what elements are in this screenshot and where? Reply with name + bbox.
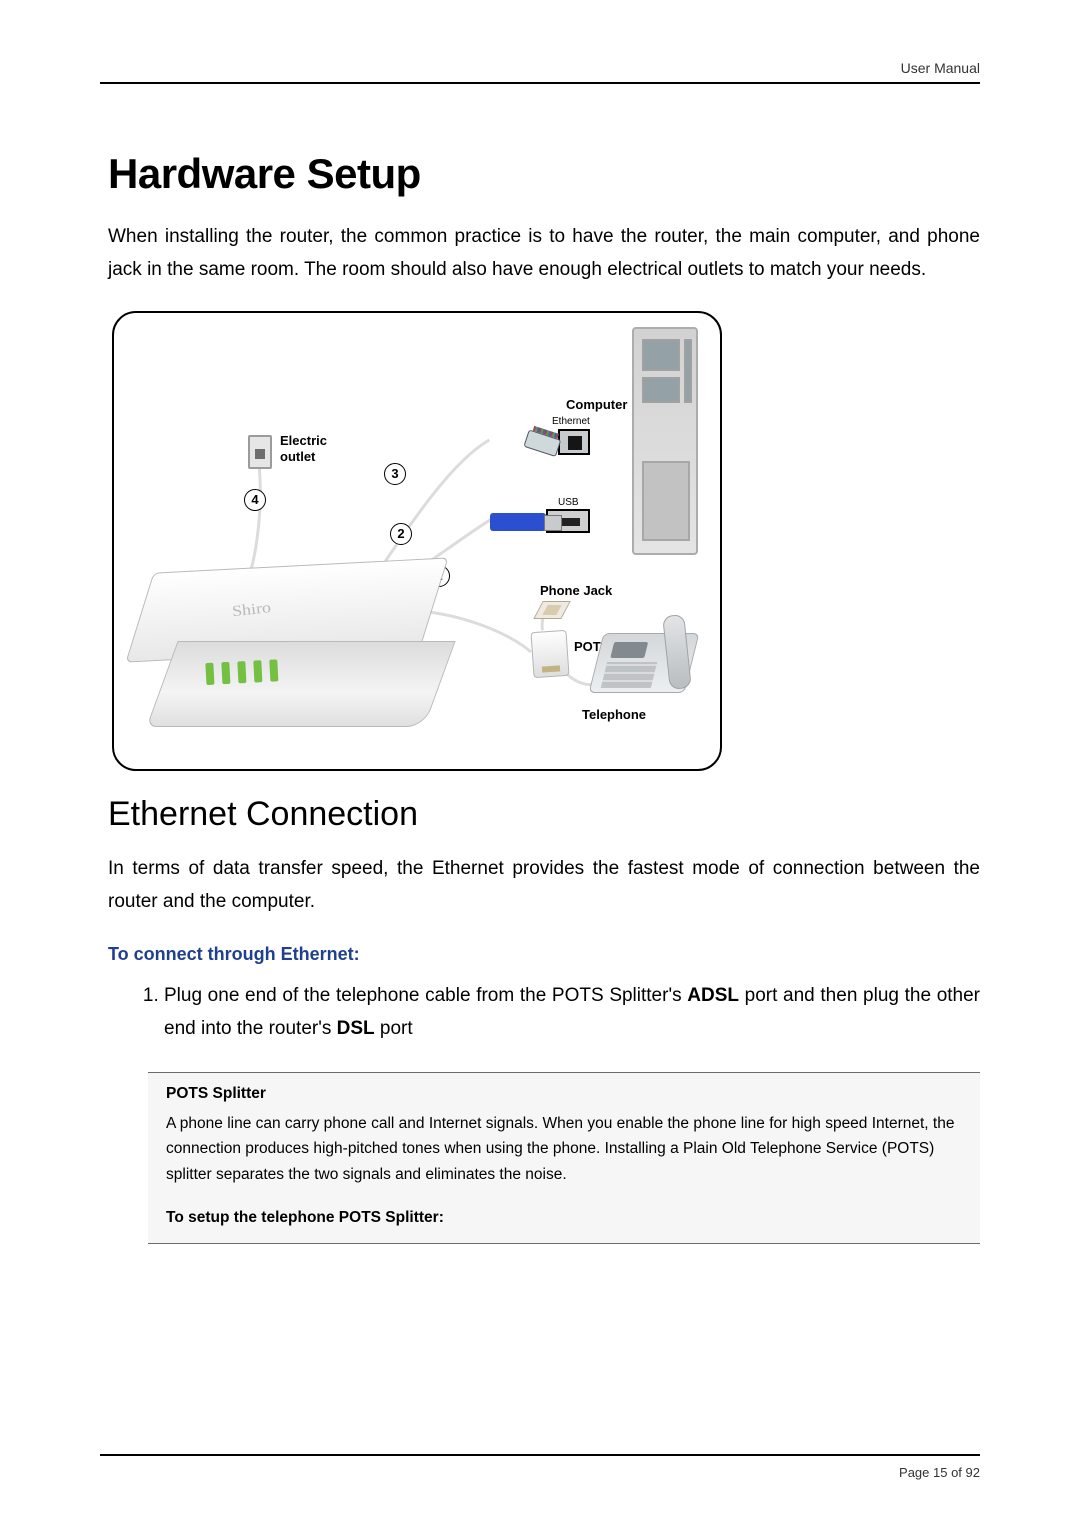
note-title: POTS Splitter <box>166 1085 962 1103</box>
diagram-step-2: 2 <box>390 523 412 545</box>
label-electric-2: outlet <box>280 449 315 464</box>
content-area: Hardware Setup When installing the route… <box>108 150 980 1244</box>
step-1-bold-adsl: ADSL <box>687 985 739 1006</box>
header-label: User Manual <box>901 60 980 76</box>
router-front-icon <box>146 641 455 727</box>
step-1-text-3: port <box>375 1018 413 1039</box>
diagram-step-4: 4 <box>244 489 266 511</box>
usb-plug-icon <box>490 513 546 531</box>
note-sub-heading: To setup the telephone POTS Splitter: <box>166 1209 962 1227</box>
label-electric-1: Electric <box>280 433 327 448</box>
header-rule <box>100 82 980 84</box>
section-heading-ethernet: Ethernet Connection <box>108 795 980 834</box>
label-ethernet: Ethernet <box>552 416 590 427</box>
step-1-text-1: Plug one end of the telephone cable from… <box>164 985 687 1006</box>
pots-splitter-note: POTS Splitter A phone line can carry pho… <box>148 1072 980 1245</box>
label-computer: Computer <box>566 397 627 412</box>
electric-outlet-icon <box>248 435 272 469</box>
note-body: A phone line can carry phone call and In… <box>166 1111 962 1188</box>
sub-heading-connect-ethernet: To connect through Ethernet: <box>108 944 980 965</box>
computer-tower-icon <box>632 327 698 555</box>
steps-list: Plug one end of the telephone cable from… <box>108 979 980 1046</box>
step-1: Plug one end of the telephone cable from… <box>164 979 980 1046</box>
diagram-step-3: 3 <box>384 463 406 485</box>
label-telephone: Telephone <box>582 707 646 722</box>
router-leds-icon <box>205 658 286 689</box>
label-usb: USB <box>558 497 579 508</box>
phone-jack-icon <box>533 601 571 619</box>
footer-page-number: Page 15 of 92 <box>899 1465 980 1480</box>
page-title: Hardware Setup <box>108 150 980 198</box>
label-phone-jack: Phone Jack <box>540 583 612 598</box>
step-1-bold-dsl: DSL <box>337 1018 375 1039</box>
footer-rule <box>100 1454 980 1456</box>
router-brand-text: Shiro <box>231 598 272 620</box>
ethernet-paragraph: In terms of data transfer speed, the Eth… <box>108 852 980 919</box>
intro-paragraph: When installing the router, the common p… <box>108 220 980 287</box>
page: User Manual Hardware Setup When installi… <box>0 0 1080 1528</box>
pots-splitter-icon <box>530 629 569 677</box>
setup-diagram: Computer Ethernet USB Electric outlet 3 … <box>112 311 722 771</box>
